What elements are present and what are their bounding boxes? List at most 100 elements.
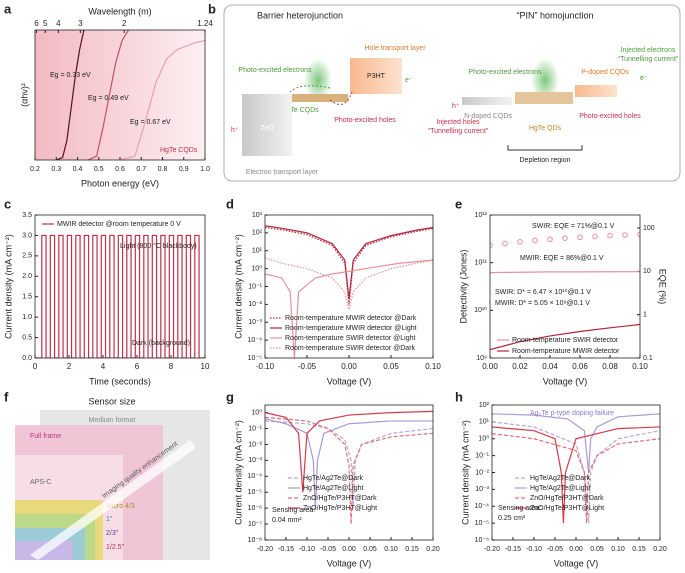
x-tick-label: -0.10: [256, 362, 275, 371]
y-tick-label: 10⁻⁴: [248, 337, 263, 344]
legend-label: Room-temperature MWIR detector @Light: [285, 325, 417, 332]
legend-label: Room-temperature SWIR detector: [512, 337, 619, 344]
layer-label: N-doped CQDs: [464, 113, 512, 120]
data-point: [577, 234, 583, 241]
legend-label: Room-temperature SWIR detector @Dark: [285, 345, 416, 352]
panel-label: f: [4, 389, 9, 404]
sensor-label: APS-C: [30, 479, 51, 486]
annotation: SWIR: EQE = 71%@0.1 V: [532, 223, 615, 230]
panel-label: g: [226, 389, 234, 404]
x-tick-label: -0.05: [320, 546, 336, 553]
legend-label: Room-temperature SWIR detector @Light: [285, 335, 415, 342]
bracket: [507, 145, 583, 151]
carrier-label: Photo-excited holes: [334, 117, 396, 124]
panel-label: d: [226, 196, 234, 211]
p3ht-layer: [350, 58, 402, 94]
data-point: [562, 235, 568, 242]
y-tick-label: 10⁻⁸: [248, 537, 262, 544]
y2-tick-label: 0.1: [643, 355, 653, 362]
data-point: [637, 231, 640, 238]
x-tick-label: 4: [101, 362, 106, 371]
data-point: [592, 233, 598, 240]
plot-marks: [490, 231, 640, 351]
y-tick-label: 10⁻⁵: [248, 489, 262, 496]
y2-tick-label: 1: [643, 312, 647, 319]
panel-label: h: [455, 389, 463, 404]
x2-tick-label: 3: [78, 19, 83, 28]
plot-frame: [264, 404, 434, 541]
series-line: [265, 257, 433, 310]
y-tick-label: 10⁻³: [475, 486, 489, 493]
y-tick-label: 10⁻⁷: [248, 521, 262, 528]
plot-marks: [492, 413, 660, 524]
legend-label: Room-temperature MWIR detector: [512, 348, 620, 355]
x-tick-label: -0.10: [526, 546, 542, 553]
carrier-symbol: h⁺: [231, 127, 239, 134]
light-glow: [304, 58, 332, 102]
x-tick-label: 0.6: [115, 166, 125, 173]
x-tick-label: 6: [135, 362, 140, 371]
y-tick-label: 10¹⁰: [474, 306, 487, 314]
y-tick-label: 10⁰: [251, 264, 262, 272]
x-tick-label: 0.9: [179, 166, 189, 173]
annotation: Dark (background): [132, 340, 190, 347]
plot-marks: [35, 234, 205, 358]
x-axis-label: Voltage (V): [327, 558, 372, 568]
plot-frame: [264, 214, 434, 359]
x-tick-label: 2: [67, 362, 72, 371]
sensor-label: Full frame: [30, 433, 61, 440]
y-tick-label: 10⁻¹: [248, 283, 262, 290]
enhancement-arrow: [30, 440, 196, 560]
y-tick-label: 2.0: [22, 273, 32, 280]
y-axis-label: (αhν)²: [19, 83, 29, 107]
plot-marks: [265, 225, 433, 358]
y-tick-label: 10⁻¹: [248, 425, 262, 432]
light-glow: [531, 58, 559, 102]
region-label: Depletion region: [520, 157, 571, 164]
x2-axis-label: Wavelength (m): [88, 6, 151, 16]
x-tick-label: 0.00: [341, 362, 357, 371]
carrier-label: Photo-excited holes: [579, 113, 641, 120]
annotation: Ag₂Te p-type doping failure: [530, 410, 614, 417]
layer-label: Electron transport layer: [246, 169, 319, 176]
y-tick-label: 10⁻³: [248, 457, 262, 464]
annotation: 0.04 mm²: [272, 517, 302, 524]
y-tick-label: 10⁻²: [248, 301, 262, 308]
legend-label: HgTe/Ag2Te@Dark: [530, 475, 591, 482]
hgte-layer: [515, 92, 573, 104]
y-tick-label: 10¹: [479, 419, 490, 426]
legend-label: ZnO/HgTe/P3HT@Light: [303, 505, 377, 512]
y-tick-label: 0.0: [22, 355, 32, 362]
n-doped-layer: [462, 97, 512, 105]
y-axis-label: Current density (mA cm⁻²): [233, 420, 243, 525]
x-tick-label: 0.20: [653, 546, 667, 553]
x2-tick-label: 4: [56, 19, 61, 28]
y-tick-label: 10²: [479, 402, 490, 409]
y-tick-label: 10¹¹: [475, 260, 488, 267]
x-tick-label: 0.08: [602, 362, 618, 371]
carrier-symbol: h⁺: [452, 103, 460, 110]
x-tick-label: 0.20: [426, 546, 440, 553]
panel-label: a: [4, 1, 12, 16]
sensor-label: Medium format: [89, 417, 136, 424]
series-line: [87, 30, 130, 160]
diagram-title: Sensor size: [88, 396, 135, 406]
x-axis-label: Photon energy (eV): [81, 178, 159, 188]
annotation: Eg = 0.49 eV: [88, 95, 129, 102]
y-tick-label: 10²: [252, 230, 263, 237]
annotation: Sensing area:: [272, 507, 315, 514]
annotation: Light (800 °C blackbody): [120, 242, 197, 250]
arrow: [289, 85, 331, 93]
y-tick-label: 10⁻³: [248, 319, 262, 326]
series-line: [119, 39, 205, 160]
annotation: MWIR: D* = 5.05 × 10⁹@0.1 V: [495, 300, 590, 307]
x-axis-label: Time (seconds): [89, 376, 151, 386]
annotation: MWIR: EQE = 86%@0.1 V: [520, 255, 604, 262]
panel-b-frame: [223, 4, 681, 182]
plot-frame: [491, 404, 661, 541]
plot-frame: [489, 214, 641, 359]
plot-frame: [34, 29, 206, 161]
annotation: Eg = 0.67 eV: [130, 119, 171, 126]
plot-background: [35, 30, 205, 160]
series-line: [265, 416, 433, 525]
